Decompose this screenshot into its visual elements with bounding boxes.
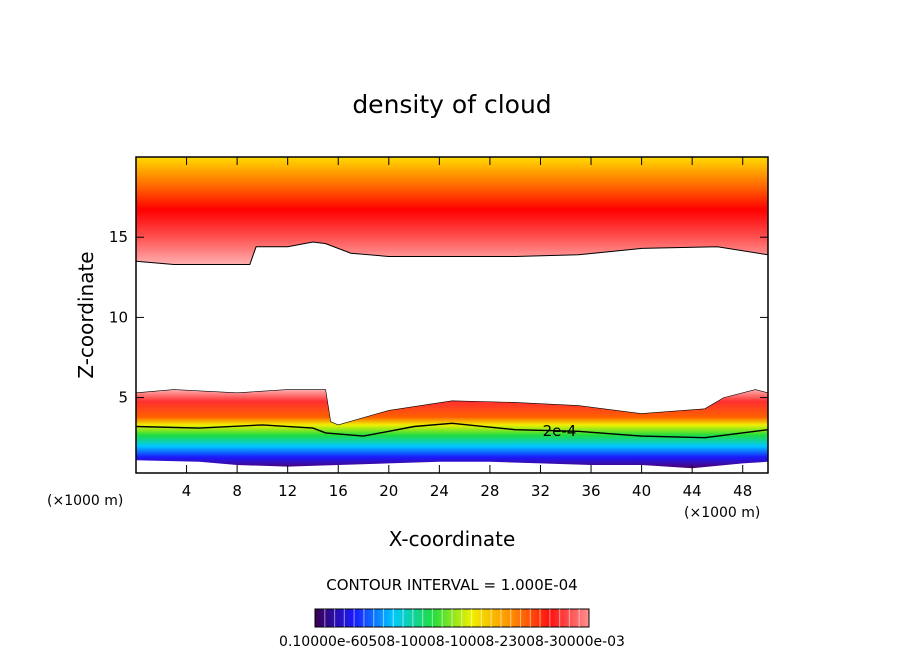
y-tick-label: 15 — [109, 228, 128, 246]
y-axis-ticks: 5 10 15 — [109, 228, 768, 407]
x-tick-label: 28 — [480, 482, 499, 500]
x-axis-unit: (×1000 m) — [47, 493, 123, 509]
colorbar-labels: 0.10000e-60508-10008-10008-23008-30000e-… — [279, 634, 625, 650]
upper-contour-line — [136, 241, 768, 265]
x-tick-label: 36 — [581, 482, 600, 500]
plot-area — [136, 157, 768, 469]
x-tick-label: 32 — [531, 482, 550, 500]
colorbar — [314, 608, 590, 628]
upper-cloud-band — [136, 157, 768, 265]
x-tick-label: 48 — [733, 482, 752, 500]
y-axis-label: Z-coordinate — [74, 251, 98, 378]
contour-label: 2e-4 — [543, 422, 577, 440]
x-axis-ticks: 4 8 12 16 20 24 28 32 36 40 44 48 — [182, 157, 752, 500]
x-tick-label: 4 — [182, 482, 192, 500]
y-tick-label: 10 — [109, 308, 128, 326]
y-axis-unit: (×1000 m) — [684, 505, 760, 521]
x-tick-label: 8 — [232, 482, 242, 500]
x-tick-label: 40 — [632, 482, 651, 500]
x-tick-label: 24 — [430, 482, 449, 500]
plot-frame — [135, 156, 769, 474]
chart-title: density of cloud — [352, 90, 551, 119]
contour-interval-text: CONTOUR INTERVAL = 1.000E-04 — [326, 576, 577, 594]
x-tick-label: 20 — [379, 482, 398, 500]
x-axis-label: X-coordinate — [389, 527, 516, 551]
lower-band-top-contour — [136, 389, 768, 426]
x-tick-label: 16 — [329, 482, 348, 500]
x-tick-label: 12 — [278, 482, 297, 500]
lower-cloud-band — [136, 389, 768, 469]
colorbar-ticks — [324, 609, 580, 627]
y-tick-label: 5 — [118, 389, 128, 407]
contour-line-2e-4 — [136, 422, 768, 439]
x-tick-label: 44 — [683, 482, 702, 500]
